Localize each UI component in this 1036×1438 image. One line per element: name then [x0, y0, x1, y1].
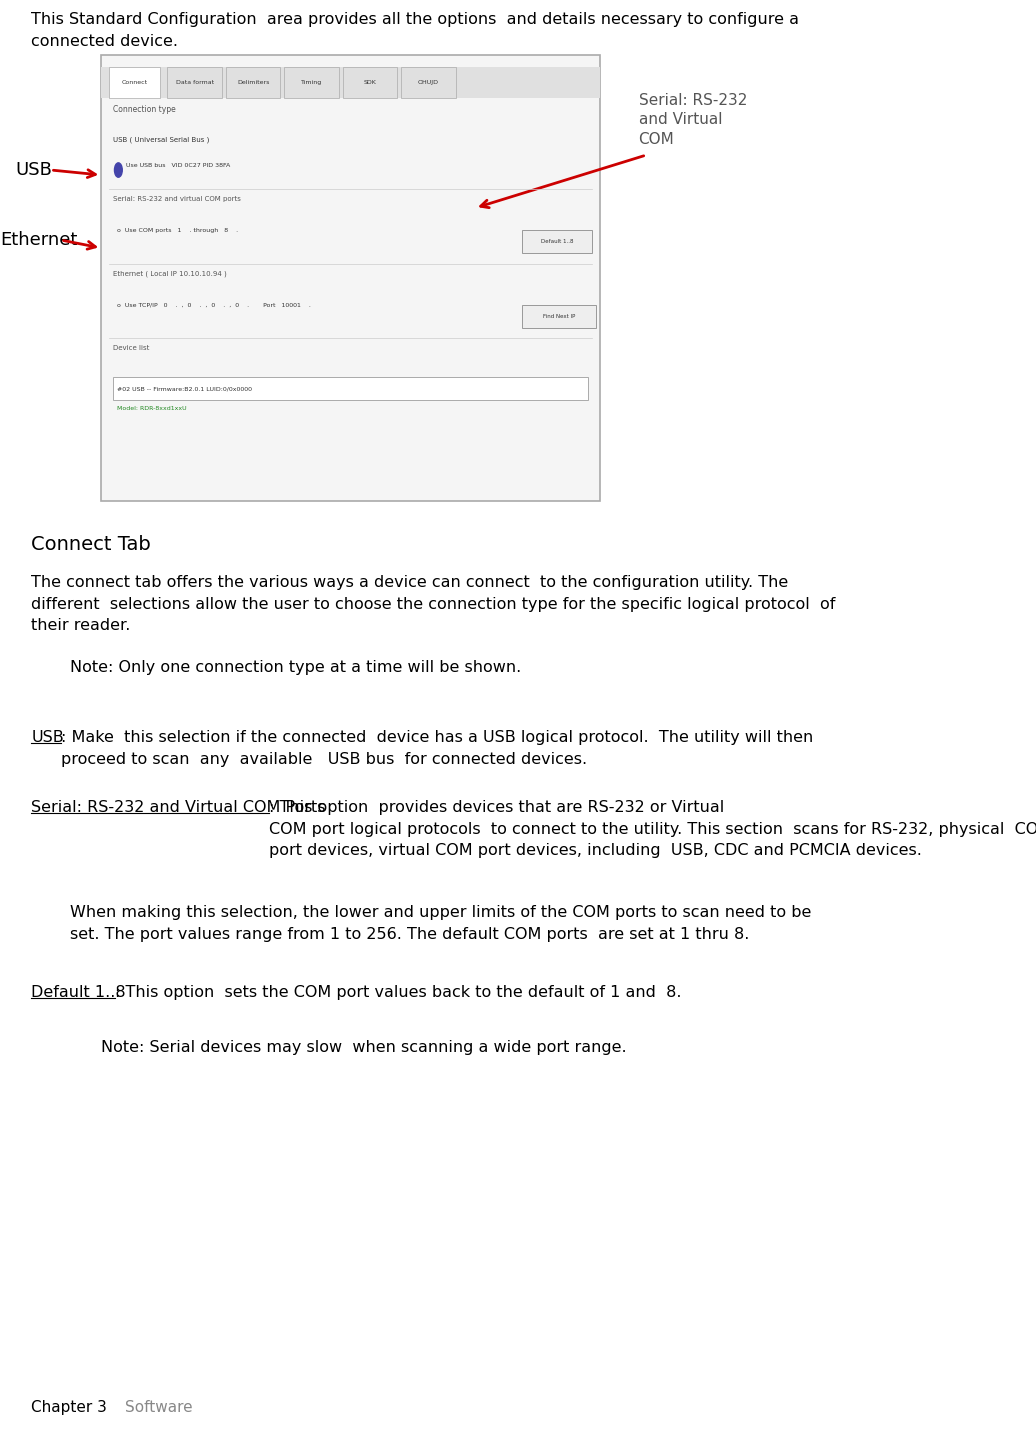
Bar — [102, 66, 600, 98]
Text: : Make  this selection if the connected  device has a USB logical protocol.  The: : Make this selection if the connected d… — [61, 731, 813, 766]
Text: When making this selection, the lower and upper limits of the COM ports to scan : When making this selection, the lower an… — [70, 905, 811, 942]
Text: Chapter 3: Chapter 3 — [31, 1401, 107, 1415]
Text: Data format: Data format — [176, 81, 213, 85]
Bar — [401, 66, 456, 98]
Bar — [113, 377, 588, 400]
Text: Connect Tab: Connect Tab — [31, 535, 151, 554]
Text: Serial: RS-232 and virtual COM ports: Serial: RS-232 and virtual COM ports — [113, 196, 240, 201]
Text: Find Next IP: Find Next IP — [543, 315, 575, 319]
Bar — [109, 66, 160, 98]
Text: Serial: RS-232
and Virtual
COM: Serial: RS-232 and Virtual COM — [638, 92, 747, 147]
Text: OHUJD: OHUJD — [418, 81, 439, 85]
Text: o  Use TCP/IP   0    .  ,  0    .  ,  0    .  ,  0    .       Port   10001    .: o Use TCP/IP 0 . , 0 . , 0 . , 0 . Port … — [117, 302, 311, 308]
Bar — [102, 55, 600, 500]
Bar — [343, 66, 397, 98]
Text: Timing: Timing — [300, 81, 322, 85]
Text: USB: USB — [31, 731, 64, 745]
Text: Use USB bus   VID 0C27 PID 38FA: Use USB bus VID 0C27 PID 38FA — [126, 162, 230, 168]
Text: Device list: Device list — [113, 345, 149, 351]
Text: o  Use COM ports   1    . through   8    .: o Use COM ports 1 . through 8 . — [117, 227, 238, 233]
Bar — [284, 66, 339, 98]
Text: SDK: SDK — [364, 81, 376, 85]
Text: Connect: Connect — [121, 81, 147, 85]
Text: Delimiters: Delimiters — [237, 81, 269, 85]
Text: USB ( Universal Serial Bus ): USB ( Universal Serial Bus ) — [113, 137, 209, 144]
Text: Note: Only one connection type at a time will be shown.: Note: Only one connection type at a time… — [70, 660, 521, 674]
Text: USB: USB — [16, 161, 53, 178]
Text: This Standard Configuration  area provides all the options  and details necessar: This Standard Configuration area provide… — [31, 12, 799, 49]
Text: : This option  provides devices that are RS-232 or Virtual
COM port logical prot: : This option provides devices that are … — [268, 800, 1036, 858]
Text: Default 1..8: Default 1..8 — [31, 985, 125, 999]
Bar — [522, 305, 596, 328]
Bar — [168, 66, 222, 98]
Text: : This option  sets the COM port values back to the default of 1 and  8.: : This option sets the COM port values b… — [115, 985, 682, 999]
Bar — [522, 230, 592, 253]
Circle shape — [115, 162, 122, 177]
Text: Default 1..8: Default 1..8 — [541, 240, 573, 244]
Text: Model: RDR-8xxd1xxU: Model: RDR-8xxd1xxU — [117, 406, 186, 411]
Text: Note: Serial devices may slow  when scanning a wide port range.: Note: Serial devices may slow when scann… — [102, 1040, 627, 1055]
Text: Ethernet: Ethernet — [0, 232, 78, 249]
Text: Software: Software — [124, 1401, 193, 1415]
Text: Ethernet ( Local IP 10.10.10.94 ): Ethernet ( Local IP 10.10.10.94 ) — [113, 270, 227, 278]
Text: Serial: RS-232 and Virtual COM Ports: Serial: RS-232 and Virtual COM Ports — [31, 800, 325, 815]
Text: Connection type: Connection type — [113, 105, 176, 115]
Text: The connect tab offers the various ways a device can connect  to the configurati: The connect tab offers the various ways … — [31, 575, 835, 633]
Text: #02 USB -- Firmware:B2.0.1 LUID:0/0x0000: #02 USB -- Firmware:B2.0.1 LUID:0/0x0000 — [117, 387, 252, 391]
Bar — [226, 66, 281, 98]
